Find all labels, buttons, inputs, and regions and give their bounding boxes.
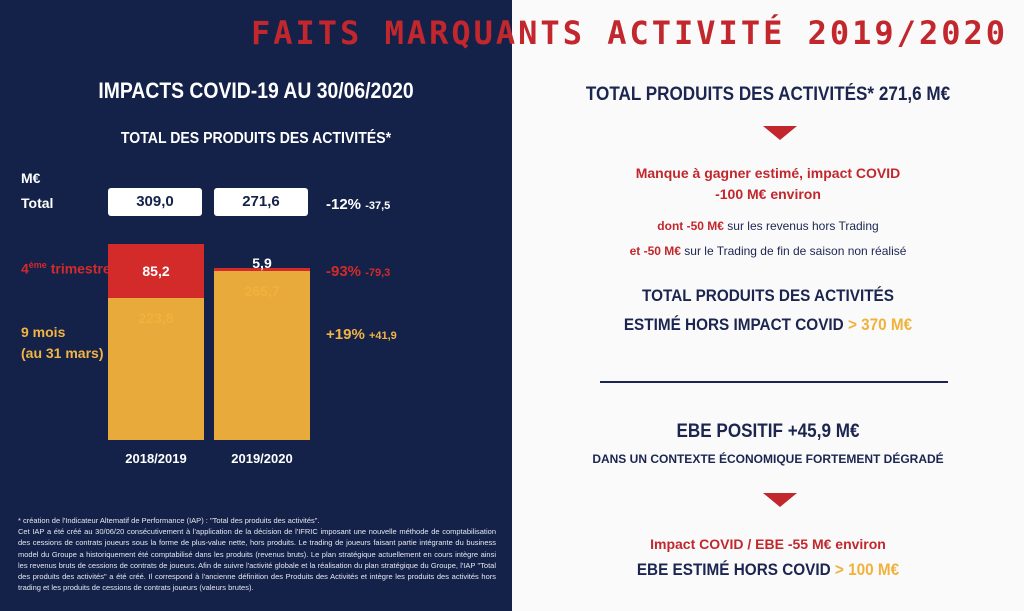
unit-label: M€ [21,170,41,186]
bar-2019-9m-segment: 265,7 [214,271,310,440]
m9-delta-abs: +41,9 [368,330,397,342]
shortfall-detail-2: et -50 M€ sur le Trading de fin de saiso… [629,244,907,258]
q4-delta: -93% -79,3 [326,263,390,280]
ebe-heading: EBE POSITIF +45,9 M€ [676,421,860,442]
ebe-covid-impact: Impact COVID / EBE -55 M€ environ [650,536,886,552]
bar-2019-q4-segment: 5,9 [214,255,310,272]
total-delta: -12% -37,5 [326,196,390,213]
bar-2018-q4-segment: 85,2 [108,243,204,298]
bar-2018-2019: 85,2 223,8 [108,243,204,440]
m9-delta-pct: +19% [326,326,365,343]
down-triangle-icon-2 [763,493,797,507]
x-tick-2018-2019: 2018/2019 [125,451,187,466]
total-delta-pct: -12% [326,196,362,213]
covid-shortfall-line1: Manque à gagner estimé, impact COVID [635,165,901,181]
total-2018-box: 309,0 [108,188,202,216]
covid-shortfall-line2: -100 M€ environ [715,186,821,202]
ebe-context: DANS UN CONTEXTE ÉCONOMIQUE FORTEMENT DÉ… [592,452,944,466]
bar-2019-2020: 5,9 265,7 [214,255,310,440]
page-title: FAITS MARQUANTS ACTIVITÉ 2019/2020 [250,14,1008,52]
chart-subtitle: TOTAL DES PRODUITS DES ACTIVITÉS* [120,130,392,147]
impacts-title: IMPACTS COVID-19 AU 30/06/2020 [98,78,414,103]
footnote: * création de l'Indicateur Altematif de … [18,516,496,593]
estimated-total-heading: TOTAL PRODUITS DES ACTIVITÉS [642,286,894,305]
q4-label: 4ème trimestre [21,260,111,277]
nine-months-label: 9 mois (au 31 mars) [21,324,104,361]
estimated-total-value: ESTIMÉ HORS IMPACT COVID > 370 M€ [623,315,913,334]
left-panel: IMPACTS COVID-19 AU 30/06/2020 TOTAL DES… [0,0,512,611]
q4-delta-abs: -79,3 [365,267,391,279]
right-panel: TOTAL PRODUITS DES ACTIVITÉS* 271,6 M€ M… [512,0,1024,611]
ebe-estimated: EBE ESTIMÉ HORS COVID > 100 M€ [636,560,900,579]
section-divider [600,381,948,383]
bar-2018-9m-segment: 223,8 [108,297,204,440]
total-2019-box: 271,6 [214,188,308,216]
nine-months-delta: +19% +41,9 [326,326,397,343]
x-tick-2019-2020: 2019/2020 [231,451,293,466]
total-label: Total [21,195,54,211]
down-triangle-icon [763,126,797,140]
total-delta-abs: -37,5 [365,200,391,212]
total-products-heading: TOTAL PRODUITS DES ACTIVITÉS* 271,6 M€ [585,84,951,105]
q4-delta-pct: -93% [326,263,362,280]
shortfall-detail-1: dont -50 M€ sur les revenus hors Trading [657,219,879,233]
